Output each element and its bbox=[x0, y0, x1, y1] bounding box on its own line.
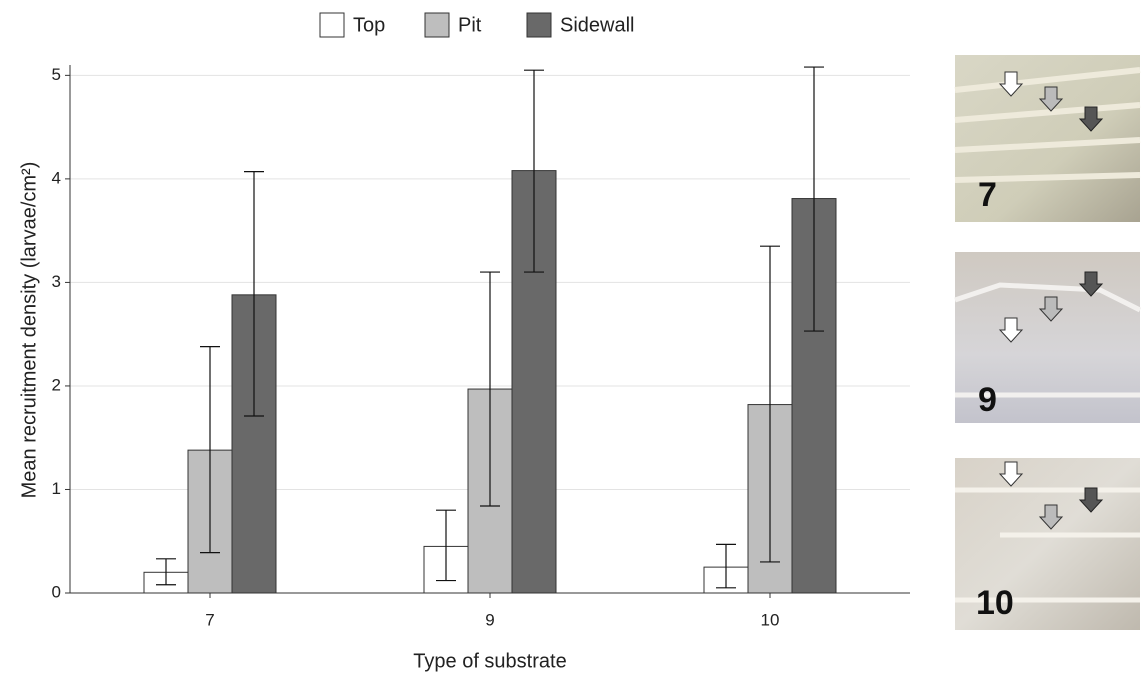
photo-label: 10 bbox=[976, 584, 1014, 622]
error-bar bbox=[200, 346, 220, 554]
error-bar bbox=[760, 245, 780, 563]
x-tick-label: 9 bbox=[485, 610, 494, 629]
error-bar bbox=[716, 543, 736, 589]
x-axis-title: Type of substrate bbox=[413, 650, 566, 672]
legend-swatch bbox=[526, 12, 552, 38]
photo-panel bbox=[954, 55, 1142, 630]
y-tick-label: 4 bbox=[52, 168, 61, 187]
photo-label: 9 bbox=[978, 381, 997, 419]
error-bar bbox=[244, 171, 264, 417]
y-tick-label: 0 bbox=[52, 582, 61, 601]
x-tick-label: 10 bbox=[761, 610, 780, 629]
legend-label: Sidewall bbox=[560, 14, 634, 36]
error-bar bbox=[156, 558, 176, 586]
photo-label: 7 bbox=[978, 176, 997, 214]
x-tick-label: 7 bbox=[205, 610, 214, 629]
y-tick-label: 1 bbox=[52, 479, 61, 498]
bar bbox=[231, 294, 277, 594]
legend-label: Top bbox=[353, 14, 385, 36]
y-axis-title: Mean recruitment density (larvae/cm²) bbox=[18, 162, 40, 499]
y-tick-label: 5 bbox=[52, 65, 61, 84]
error-bar bbox=[524, 69, 544, 273]
error-bar bbox=[436, 509, 456, 582]
error-bar bbox=[804, 66, 824, 332]
legend-swatch bbox=[424, 12, 450, 38]
error-bar bbox=[480, 271, 500, 507]
y-tick-label: 2 bbox=[52, 375, 61, 394]
legend-swatch bbox=[319, 12, 345, 38]
y-tick-label: 3 bbox=[52, 272, 61, 291]
legend-label: Pit bbox=[458, 14, 482, 36]
